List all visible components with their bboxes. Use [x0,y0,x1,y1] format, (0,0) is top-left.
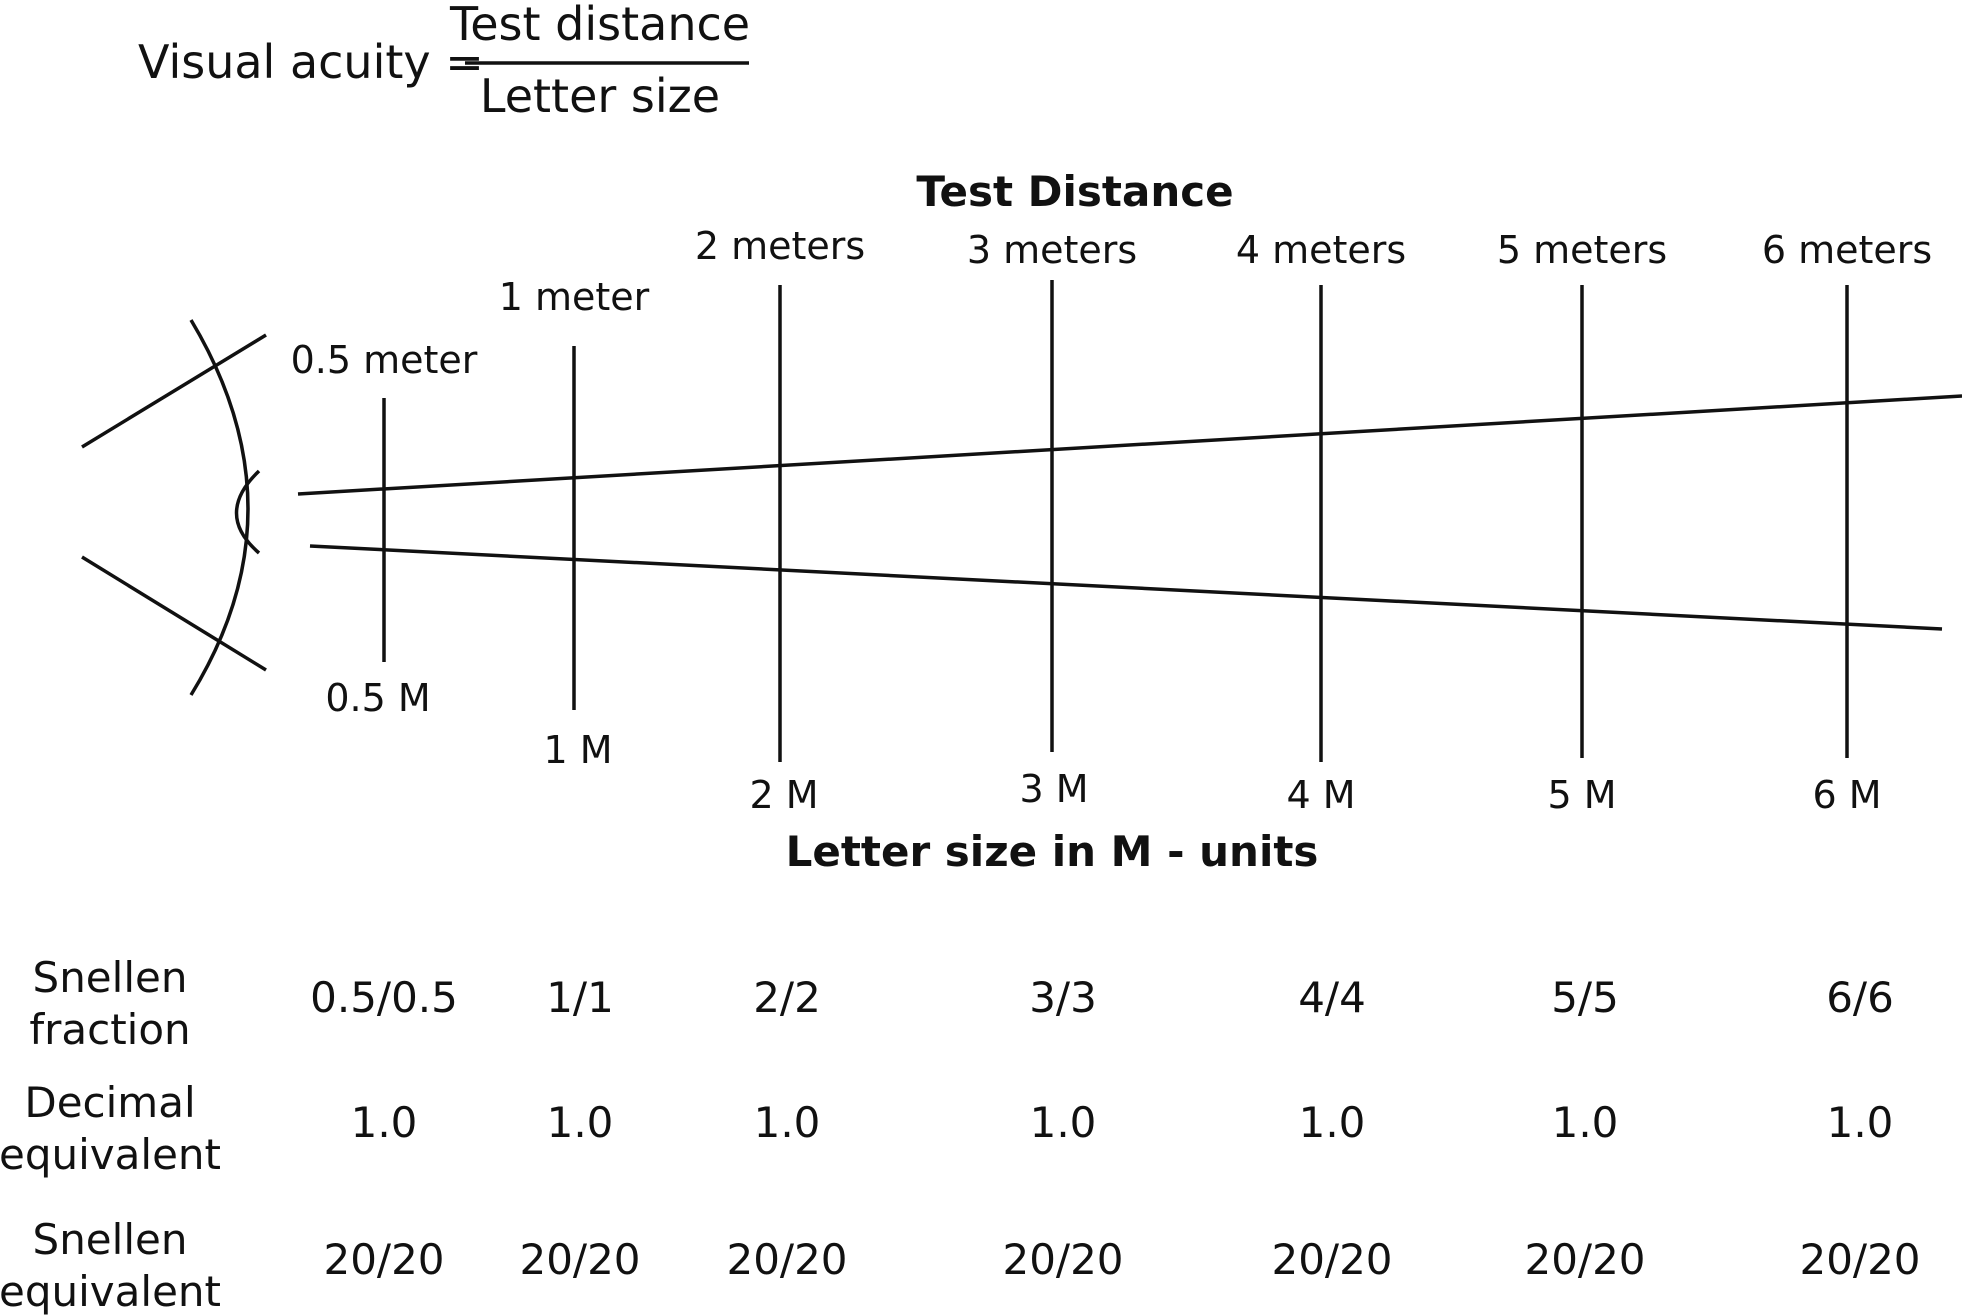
distance-label: 5 meters [1497,228,1667,272]
table-cell: 0.5/0.5 [310,973,458,1022]
formula-lhs: Visual acuity = [138,35,484,89]
distance-markers: 0.5 meter 0.5 M 1 meter 1 M 2 meters 2 M 3 met… [291,224,1933,817]
distance-label: 3 meters [967,228,1137,272]
table-cell: 20/20 [1271,1235,1392,1284]
table-cell: 20/20 [1524,1235,1645,1284]
cornea-bulge [234,469,261,555]
table-cell: 20/20 [519,1235,640,1284]
distance-label: 6 meters [1762,228,1932,272]
table-cell: 5/5 [1551,973,1619,1022]
table-cell: 1.0 [1552,1098,1619,1147]
letter-size-label: 0.5 M [325,676,430,720]
table-cell: 1.0 [351,1098,418,1147]
table-cell: 1/1 [546,973,614,1022]
eyeball-arc [189,319,250,696]
table-cell: 2/2 [753,973,821,1022]
eyelid-upper [81,333,267,449]
formula: Visual acuity = Test distance Letter siz… [138,0,750,123]
formula-numerator: Test distance [449,0,750,51]
distance-label: 1 meter [499,275,650,319]
letter-size-label: 4 M [1286,773,1355,817]
table-cell: 3/3 [1029,973,1097,1022]
formula-denominator: Letter size [480,69,720,123]
table-cell: 20/20 [1002,1235,1123,1284]
letter-size-heading: Letter size in M - units [786,827,1319,876]
eyelid-lower [81,555,267,672]
visual-angle-ray-lower [309,544,1943,631]
row-label: equivalent [0,1267,221,1316]
table-cell: 1.0 [547,1098,614,1147]
distance-label: 0.5 meter [291,338,478,382]
row-label: Snellen [33,953,188,1002]
visual-angle-ray-upper [297,394,1962,496]
table-cell: 20/20 [323,1235,444,1284]
table-cell: 1.0 [754,1098,821,1147]
letter-size-label: 2 M [749,773,818,817]
table-cell: 1.0 [1299,1098,1366,1147]
distance-label: 2 meters [695,224,865,268]
eye-icon [81,319,267,696]
table-cell: 1.0 [1030,1098,1097,1147]
letter-size-label: 3 M [1019,767,1088,811]
letter-size-label: 6 M [1812,773,1881,817]
row-label: Snellen [33,1215,188,1264]
letter-size-label: 1 M [543,728,612,772]
row-label: fraction [29,1005,190,1054]
row-label: Decimal [24,1078,195,1127]
distance-label: 4 meters [1236,228,1406,272]
table-cell: 20/20 [1799,1235,1920,1284]
row-label: equivalent [0,1130,221,1179]
table-cell: 6/6 [1826,973,1894,1022]
table-cell: 1.0 [1827,1098,1894,1147]
table-cell: 20/20 [726,1235,847,1284]
letter-size-label: 5 M [1547,773,1616,817]
table-cell: 4/4 [1298,973,1366,1022]
test-distance-heading: Test Distance [916,167,1233,216]
